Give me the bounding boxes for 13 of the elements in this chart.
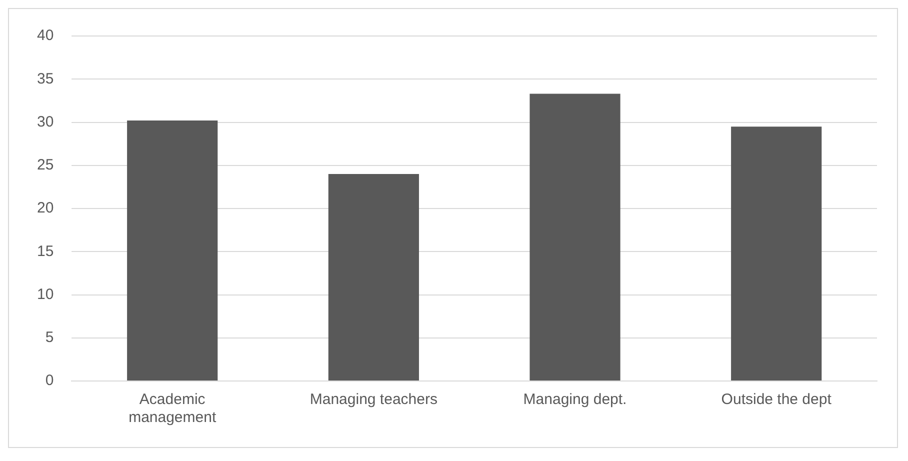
y-tick-label: 40 (36, 27, 54, 44)
x-tick-label: Managing teachers (310, 391, 438, 408)
y-tick-label: 10 (36, 286, 54, 303)
y-tick-label: 0 (45, 372, 54, 390)
x-tick-label: Managing dept. (523, 391, 627, 408)
y-tick-label: 30 (36, 113, 54, 130)
y-tick-label: 20 (36, 200, 54, 217)
y-tick-label: 5 (45, 329, 54, 346)
y-tick-label: 35 (36, 70, 54, 88)
y-tick-label: 25 (36, 156, 54, 174)
y-tick-label: 15 (36, 242, 54, 260)
x-tick-label: Outside the dept (721, 391, 832, 408)
x-tick-label: Academic management (128, 391, 217, 426)
